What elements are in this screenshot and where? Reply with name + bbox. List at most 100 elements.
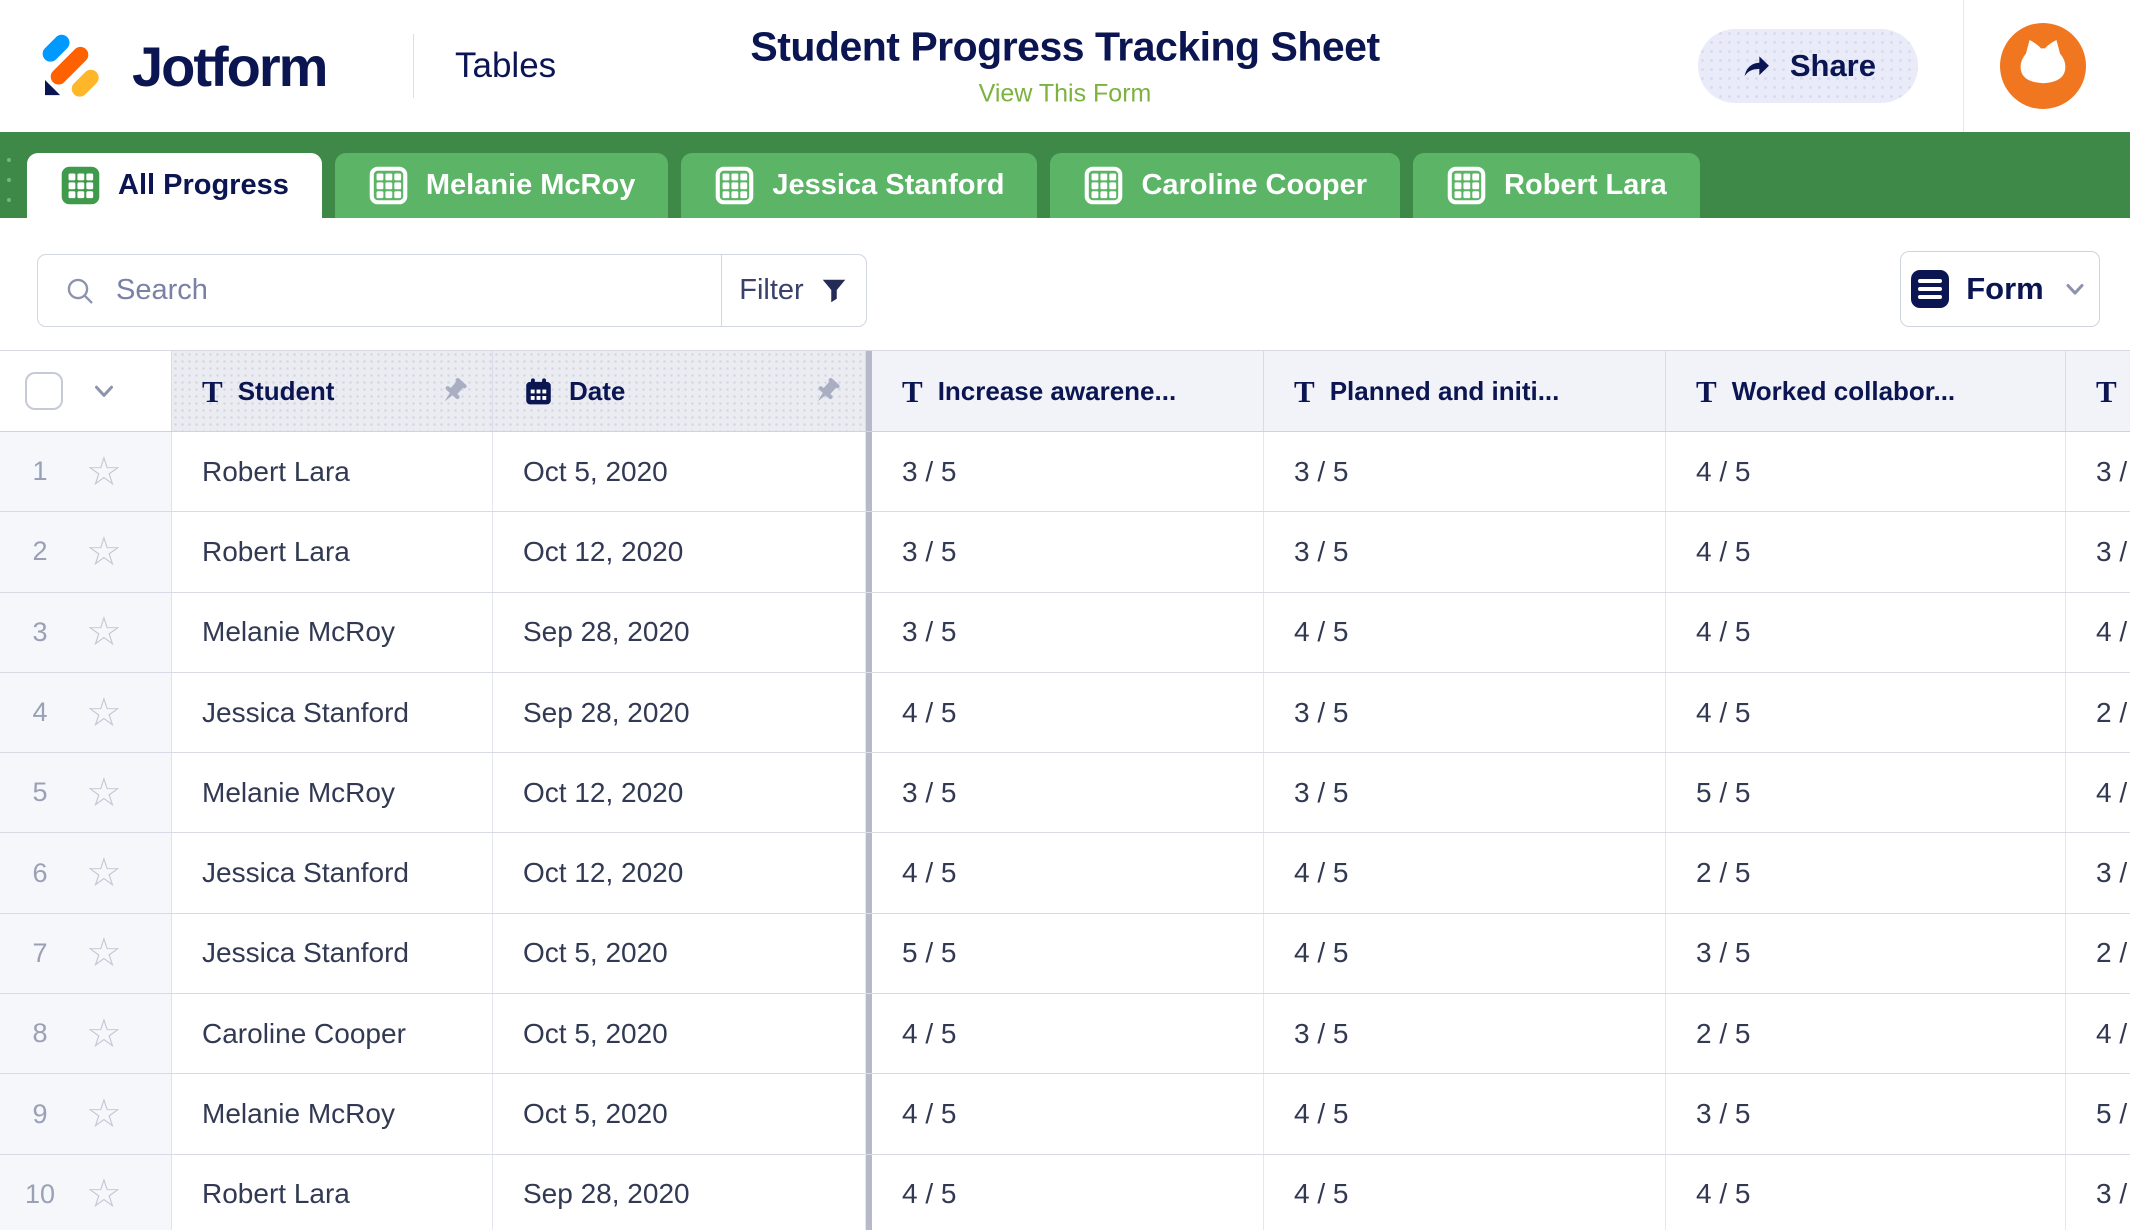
cell-score[interactable]: 4 / 5: [1264, 913, 1666, 994]
cell-score[interactable]: 4 / 5: [872, 994, 1264, 1074]
table-row[interactable]: 8 ☆ Caroline Cooper Oct 5, 2020 4 / 5 3 …: [0, 994, 2130, 1075]
cell-score[interactable]: 3 / 5: [1264, 512, 1666, 592]
cell-date[interactable]: Oct 5, 2020: [493, 913, 866, 994]
cell-score[interactable]: 3 / 5: [872, 512, 1264, 592]
cell-score[interactable]: 2 / 5: [2096, 937, 2130, 969]
column-header-planned-initiated[interactable]: T Planned and initi...: [1264, 351, 1666, 431]
cell-date[interactable]: Oct 12, 2020: [493, 512, 866, 592]
cell-score[interactable]: 3 / 5: [2096, 1178, 2130, 1210]
share-button[interactable]: Share: [1697, 29, 1918, 103]
cell-date[interactable]: Oct 12, 2020: [493, 833, 866, 913]
cell-score[interactable]: 3 / 5: [2096, 455, 2130, 487]
cell-score[interactable]: 5 / 5: [1666, 753, 2066, 833]
cell-score[interactable]: 4 / 5: [872, 1154, 1264, 1230]
select-all-checkbox[interactable]: [25, 372, 63, 410]
cell-student[interactable]: Caroline Cooper: [172, 994, 493, 1074]
cell-score[interactable]: 4 / 5: [2096, 1017, 2130, 1049]
table-row[interactable]: 3 ☆ Melanie McRoy Sep 28, 2020 3 / 5 4 /…: [0, 592, 2130, 673]
star-icon[interactable]: ☆: [86, 1172, 122, 1217]
cell-score[interactable]: 4 / 5: [1264, 833, 1666, 913]
pinned-columns-separator[interactable]: [866, 351, 872, 431]
cell-score[interactable]: 5 / 5: [872, 913, 1264, 994]
view-this-form-link[interactable]: View This Form: [978, 79, 1152, 108]
cell-date[interactable]: Oct 5, 2020: [493, 994, 866, 1074]
cell-student[interactable]: Melanie McRoy: [172, 592, 493, 672]
column-header-worked-collaboratively[interactable]: T Worked collabor...: [1666, 351, 2066, 431]
table-row[interactable]: 9 ☆ Melanie McRoy Oct 5, 2020 4 / 5 4 / …: [0, 1074, 2130, 1155]
cell-student[interactable]: Melanie McRoy: [172, 1074, 493, 1154]
star-icon[interactable]: ☆: [86, 690, 122, 735]
cell-score[interactable]: 2 / 5: [1666, 833, 2066, 913]
cell-score[interactable]: 3 / 5: [2096, 535, 2130, 567]
cell-score[interactable]: 4 / 5: [1264, 1074, 1666, 1154]
star-icon[interactable]: ☆: [86, 851, 122, 896]
cell-score[interactable]: 4 / 5: [1666, 432, 2066, 512]
table-row[interactable]: 5 ☆ Melanie McRoy Oct 12, 2020 3 / 5 3 /…: [0, 753, 2130, 834]
sheet-tab-melanie-mcroy[interactable]: Melanie McRoy: [334, 153, 669, 218]
cell-student[interactable]: Jessica Stanford: [172, 833, 493, 913]
table-row[interactable]: 2 ☆ Robert Lara Oct 12, 2020 3 / 5 3 / 5…: [0, 512, 2130, 593]
cell-score[interactable]: 4 / 5: [872, 1074, 1264, 1154]
cell-student[interactable]: Robert Lara: [172, 432, 493, 512]
cell-score[interactable]: 2 / 5: [1666, 994, 2066, 1074]
cell-score[interactable]: 3 / 5: [1264, 432, 1666, 512]
cell-score[interactable]: 4 / 5: [1264, 592, 1666, 672]
cell-score[interactable]: 3 / 5: [2096, 857, 2130, 889]
cell-score[interactable]: 4 / 5: [1264, 1154, 1666, 1230]
cell-student[interactable]: Jessica Stanford: [172, 913, 493, 994]
cell-date[interactable]: Sep 28, 2020: [493, 1154, 866, 1230]
cell-score[interactable]: 3 / 5: [1264, 753, 1666, 833]
cell-score[interactable]: 4 / 5: [1666, 512, 2066, 592]
cell-student[interactable]: Robert Lara: [172, 512, 493, 592]
column-header-date[interactable]: Date: [493, 351, 866, 431]
cell-date[interactable]: Oct 5, 2020: [493, 432, 866, 512]
cell-student[interactable]: Jessica Stanford: [172, 672, 493, 753]
pin-icon[interactable]: [811, 375, 843, 407]
cell-score[interactable]: 4 / 5: [1666, 592, 2066, 672]
table-row[interactable]: 6 ☆ Jessica Stanford Oct 12, 2020 4 / 5 …: [0, 833, 2130, 914]
sheet-tab-caroline-cooper[interactable]: Caroline Cooper: [1050, 153, 1401, 218]
cell-score[interactable]: 4 / 5: [1666, 1154, 2066, 1230]
cell-score[interactable]: 3 / 5: [872, 432, 1264, 512]
column-header-increase-awareness[interactable]: T Increase awarene...: [872, 351, 1264, 431]
filter-button[interactable]: Filter: [721, 255, 866, 326]
sheet-tab-robert-lara[interactable]: Robert Lara: [1413, 153, 1700, 218]
column-header-student[interactable]: T Student: [172, 351, 493, 431]
row-select-chevron-icon[interactable]: [89, 376, 119, 406]
form-view-button[interactable]: Form: [1900, 251, 2100, 327]
cell-score[interactable]: 3 / 5: [872, 592, 1264, 672]
cell-date[interactable]: Sep 28, 2020: [493, 592, 866, 672]
star-icon[interactable]: ☆: [86, 449, 122, 494]
cell-score[interactable]: 4 / 5: [1666, 672, 2066, 753]
cell-date[interactable]: Oct 5, 2020: [493, 1074, 866, 1154]
cell-score[interactable]: 4 / 5: [2096, 616, 2130, 648]
cell-score[interactable]: 3 / 5: [1264, 994, 1666, 1074]
table-row[interactable]: 1 ☆ Robert Lara Oct 5, 2020 3 / 5 3 / 5 …: [0, 432, 2130, 513]
cell-score[interactable]: 2 / 5: [2096, 696, 2130, 728]
cell-date[interactable]: Oct 12, 2020: [493, 753, 866, 833]
table-row[interactable]: 7 ☆ Jessica Stanford Oct 5, 2020 5 / 5 4…: [0, 913, 2130, 995]
column-header-clipped[interactable]: T: [2066, 351, 2130, 431]
table-row[interactable]: 4 ☆ Jessica Stanford Sep 28, 2020 4 / 5 …: [0, 672, 2130, 754]
cell-student[interactable]: Robert Lara: [172, 1154, 493, 1230]
cell-score[interactable]: 3 / 5: [1264, 672, 1666, 753]
pin-icon[interactable]: [438, 375, 470, 407]
cell-score[interactable]: 3 / 5: [872, 753, 1264, 833]
cell-date[interactable]: Sep 28, 2020: [493, 672, 866, 753]
star-icon[interactable]: ☆: [86, 770, 122, 815]
star-icon[interactable]: ☆: [86, 610, 122, 655]
user-avatar[interactable]: [2000, 23, 2086, 109]
star-icon[interactable]: ☆: [86, 1011, 122, 1056]
cell-score[interactable]: 4 / 5: [872, 833, 1264, 913]
cell-score[interactable]: 5 / 5: [2096, 1098, 2130, 1130]
star-icon[interactable]: ☆: [86, 931, 122, 976]
cell-score[interactable]: 4 / 5: [872, 672, 1264, 753]
table-row[interactable]: 10 ☆ Robert Lara Sep 28, 2020 4 / 5 4 / …: [0, 1154, 2130, 1230]
sheet-tab-all-progress[interactable]: All Progress: [27, 153, 322, 218]
jotform-logo[interactable]: Jotform: [38, 31, 328, 101]
star-icon[interactable]: ☆: [86, 529, 122, 574]
search-input[interactable]: [116, 274, 721, 307]
cell-score[interactable]: 3 / 5: [1666, 1074, 2066, 1154]
cell-score[interactable]: 3 / 5: [1666, 913, 2066, 994]
sheet-tab-jessica-stanford[interactable]: Jessica Stanford: [681, 153, 1038, 218]
